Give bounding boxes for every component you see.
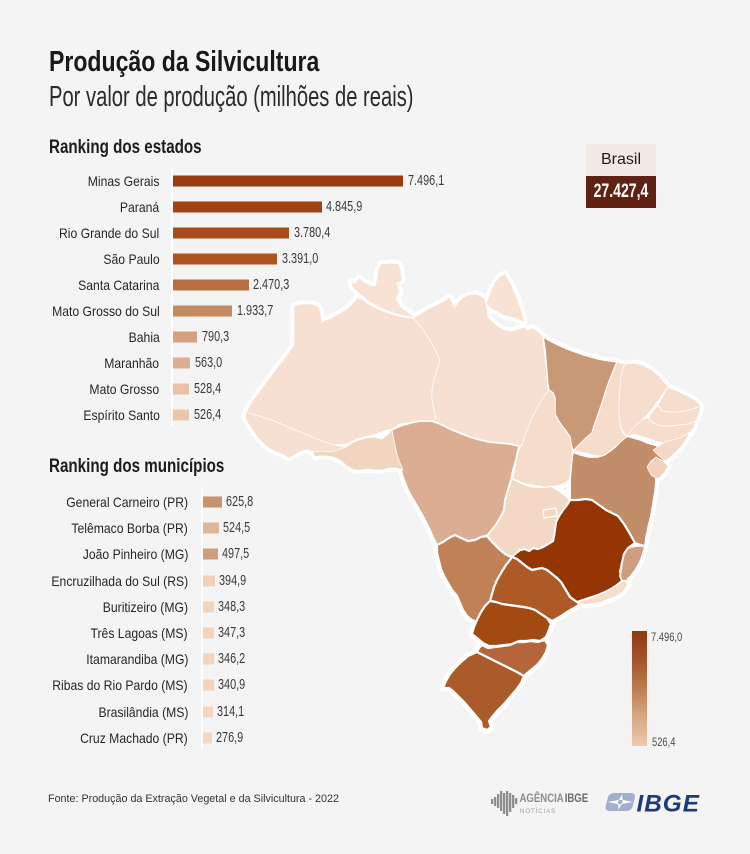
- svg-text:IBGE: IBGE: [565, 792, 588, 805]
- svg-text:NOTÍCIAS: NOTÍCIAS: [520, 808, 556, 815]
- svg-text:IBGE: IBGE: [637, 791, 700, 818]
- svg-text:AGÊNCIA: AGÊNCIA: [520, 791, 564, 805]
